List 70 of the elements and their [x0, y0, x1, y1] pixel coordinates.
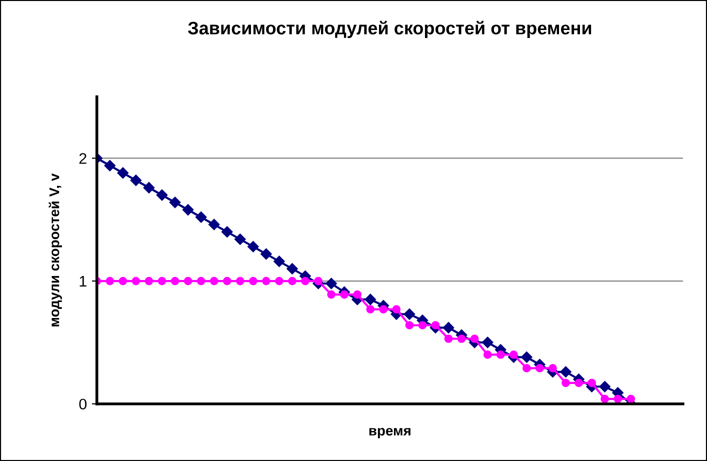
point	[366, 305, 375, 314]
point	[234, 234, 246, 245]
point	[286, 263, 298, 274]
point	[548, 364, 557, 372]
point	[208, 218, 220, 230]
point	[599, 381, 610, 392]
point	[326, 278, 337, 290]
point	[248, 241, 259, 252]
point	[379, 305, 388, 314]
point	[327, 290, 336, 299]
point	[260, 248, 272, 260]
point	[521, 352, 532, 363]
point	[536, 364, 544, 372]
point	[144, 276, 154, 286]
point	[288, 276, 296, 286]
point	[275, 276, 284, 286]
point	[301, 276, 310, 286]
point	[117, 167, 129, 179]
y-tick-label: 0	[79, 398, 87, 410]
point	[470, 334, 479, 343]
point	[404, 308, 416, 320]
point	[262, 276, 270, 286]
point	[442, 322, 454, 334]
point	[210, 276, 218, 286]
point	[222, 226, 233, 238]
point	[353, 290, 362, 299]
y-tick-label: 2	[79, 153, 86, 164]
point	[392, 305, 401, 314]
point	[156, 189, 168, 201]
point	[509, 350, 518, 359]
point	[130, 174, 142, 186]
point	[340, 290, 348, 299]
point	[195, 212, 207, 223]
point	[158, 276, 166, 286]
point	[496, 350, 505, 359]
point	[143, 182, 155, 194]
point	[431, 321, 440, 330]
point	[132, 276, 140, 286]
point	[614, 394, 622, 404]
y-axis-title: модули скоростей V, v	[48, 173, 62, 326]
point	[106, 276, 114, 286]
point	[405, 321, 414, 330]
point	[222, 276, 232, 286]
point	[600, 394, 609, 404]
point	[364, 294, 376, 306]
point	[574, 378, 583, 388]
point	[196, 276, 206, 286]
point	[482, 336, 494, 348]
point	[483, 350, 492, 359]
point	[169, 196, 181, 208]
point	[457, 334, 466, 343]
point	[236, 276, 244, 286]
point	[104, 160, 116, 172]
point	[522, 364, 531, 372]
point	[248, 276, 258, 286]
point	[184, 276, 192, 286]
point	[444, 334, 453, 343]
point	[418, 321, 427, 330]
point	[562, 378, 570, 388]
point	[170, 276, 180, 286]
point	[118, 276, 128, 286]
point	[182, 204, 194, 216]
point	[588, 378, 596, 388]
point	[560, 366, 572, 378]
chart-title: Зависимости модулей скоростей от времени	[188, 20, 592, 38]
point	[626, 394, 636, 404]
point	[274, 256, 285, 267]
y-tick-label: 1	[80, 276, 86, 287]
x-axis-title: время	[369, 428, 410, 438]
point	[314, 276, 322, 286]
